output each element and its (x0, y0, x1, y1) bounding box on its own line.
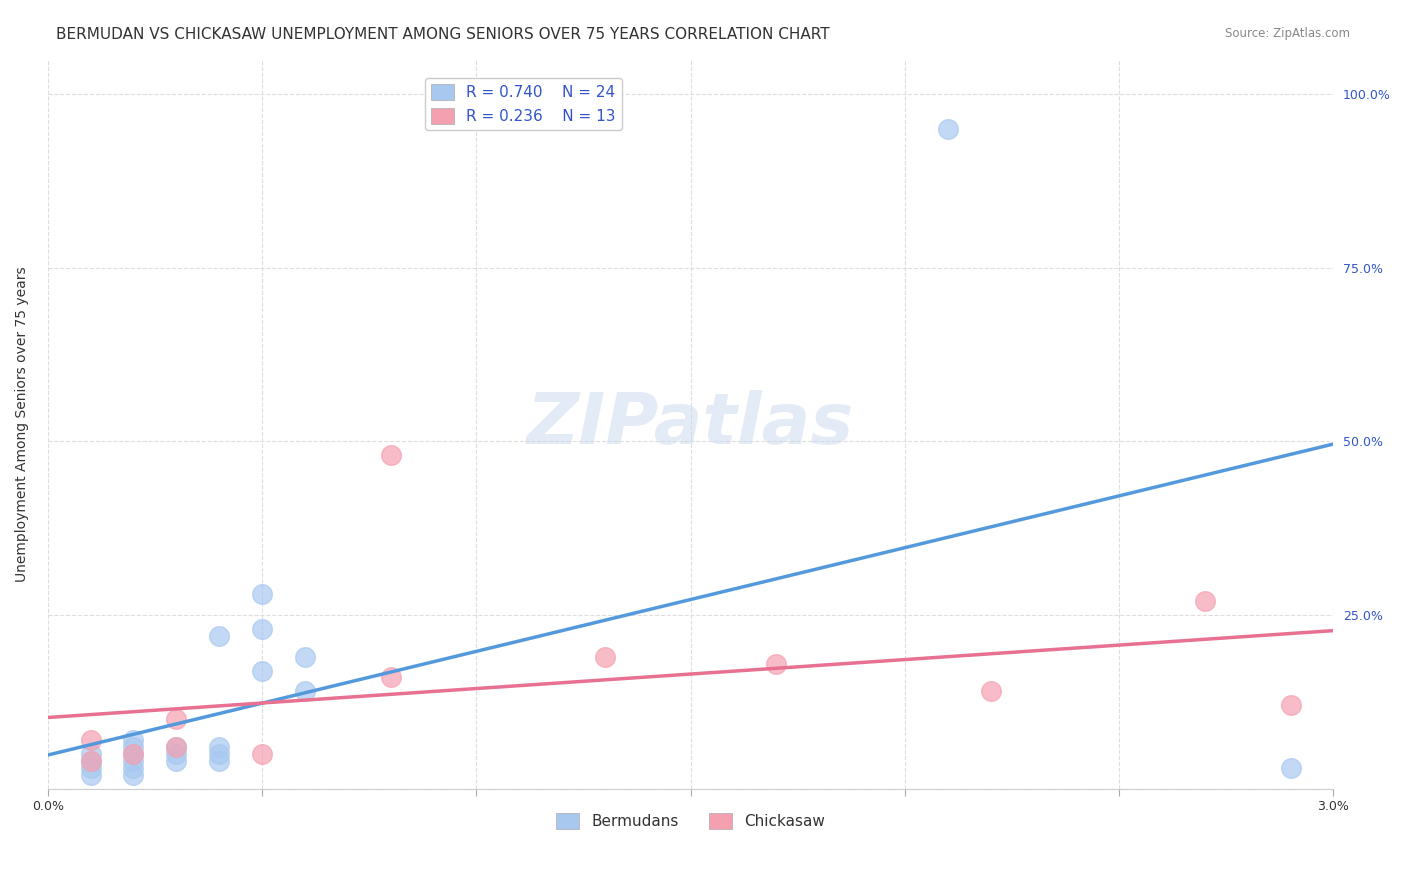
Point (122, 747, 145, 761)
Point (79, 761, 101, 775)
Point (936, 122, 959, 136)
Point (165, 739, 187, 754)
Point (122, 739, 145, 754)
Point (1194, 594, 1216, 608)
Point (1279, 761, 1302, 775)
Point (79, 747, 101, 761)
Point (294, 684, 316, 698)
Legend: Bermudans, Chickasaw: Bermudans, Chickasaw (550, 807, 831, 836)
Point (380, 448, 402, 462)
Point (79, 754, 101, 768)
Point (122, 754, 145, 768)
Point (294, 649, 316, 664)
Point (593, 649, 616, 664)
Point (79, 767, 101, 781)
Point (208, 754, 231, 768)
Point (122, 747, 145, 761)
Point (165, 739, 187, 754)
Text: ZIPatlas: ZIPatlas (527, 390, 855, 458)
Point (165, 712, 187, 726)
Point (380, 670, 402, 684)
Point (250, 587, 273, 601)
Point (250, 622, 273, 636)
Text: Source: ZipAtlas.com: Source: ZipAtlas.com (1225, 27, 1350, 40)
Point (79, 754, 101, 768)
Point (208, 629, 231, 643)
Y-axis label: Unemployment Among Seniors over 75 years: Unemployment Among Seniors over 75 years (15, 266, 30, 582)
Point (208, 747, 231, 761)
Point (122, 761, 145, 775)
Point (122, 733, 145, 747)
Point (980, 684, 1002, 698)
Point (122, 767, 145, 781)
Point (765, 657, 787, 671)
Point (165, 754, 187, 768)
Point (1279, 698, 1302, 713)
Point (165, 747, 187, 761)
Point (250, 747, 273, 761)
Point (250, 664, 273, 678)
Text: BERMUDAN VS CHICKASAW UNEMPLOYMENT AMONG SENIORS OVER 75 YEARS CORRELATION CHART: BERMUDAN VS CHICKASAW UNEMPLOYMENT AMONG… (56, 27, 830, 42)
Point (79, 733, 101, 747)
Point (208, 739, 231, 754)
